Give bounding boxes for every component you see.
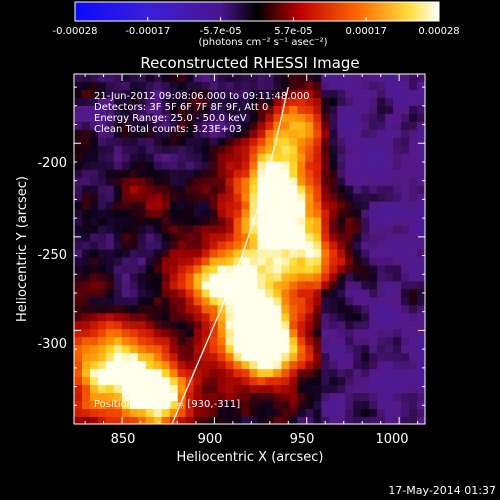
heatmap-image <box>74 74 425 424</box>
colorbar-tick-label: 5.7e-05 <box>274 26 312 37</box>
colorbar-tick-label: 0.00017 <box>346 26 387 37</box>
x-tick-label: 850 <box>111 432 136 447</box>
x-tick-label: 950 <box>290 432 315 447</box>
info-block: 21-Jun-2012 09:08:06.000 to 09:11:48.000… <box>94 91 310 135</box>
colorbar-tick-label: -0.00028 <box>53 26 98 37</box>
colorbar-tick-label: 0.00028 <box>418 26 459 37</box>
y-tick-label: -300 <box>37 337 67 352</box>
info-line-clean: Clean Total counts: 3.23E+03 <box>94 124 242 135</box>
info-line-detectors: Detectors: 3F 5F 6F 7F 8F 9F, Att 0 <box>94 102 268 113</box>
plot-title: Reconstructed RHESSI Image <box>140 54 359 72</box>
colorbar-tick-label: -5.7e-05 <box>200 26 242 37</box>
x-axis-label: Heliocentric X (arcsec) <box>177 450 324 465</box>
axis-ticks <box>74 74 425 424</box>
y-axis-label: Heliocentric Y (arcsec) <box>15 176 30 322</box>
colorbar-gradient <box>74 1 440 22</box>
colorbar-tick-label: -0.00017 <box>125 26 170 37</box>
footer-timestamp: 17-May-2014 01:37 <box>388 484 496 497</box>
x-tick-label: 900 <box>198 432 223 447</box>
plot-area: 21-Jun-2012 09:08:06.000 to 09:11:48.000… <box>73 73 426 425</box>
info-line-energy: Energy Range: 25.0 - 50.0 keV <box>94 113 247 124</box>
x-tick-labels: 850 900 950 1000 <box>111 432 409 447</box>
y-tick-label: -200 <box>37 156 67 171</box>
y-tick-label: -250 <box>37 248 67 263</box>
solar-limb-curve <box>171 86 289 424</box>
colorbar-unit: (photons cm⁻² s⁻¹ asec⁻²) <box>198 37 327 48</box>
colorbar-ticks: -0.00028 -0.00017 -5.7e-05 5.7e-05 0.00017 0.… <box>53 17 460 37</box>
x-tick-label: 1000 <box>375 432 408 447</box>
peak-position-label: Position of Peak = [930,-311] <box>94 399 240 410</box>
plot-frame <box>73 73 426 425</box>
info-line-time: 21-Jun-2012 09:08:06.000 to 09:11:48.000 <box>94 91 310 102</box>
colorbar: -0.00028 -0.00017 -5.7e-05 5.7e-05 0.00017 0.… <box>53 1 460 48</box>
y-tick-labels: -200 -250 -300 <box>37 156 67 352</box>
